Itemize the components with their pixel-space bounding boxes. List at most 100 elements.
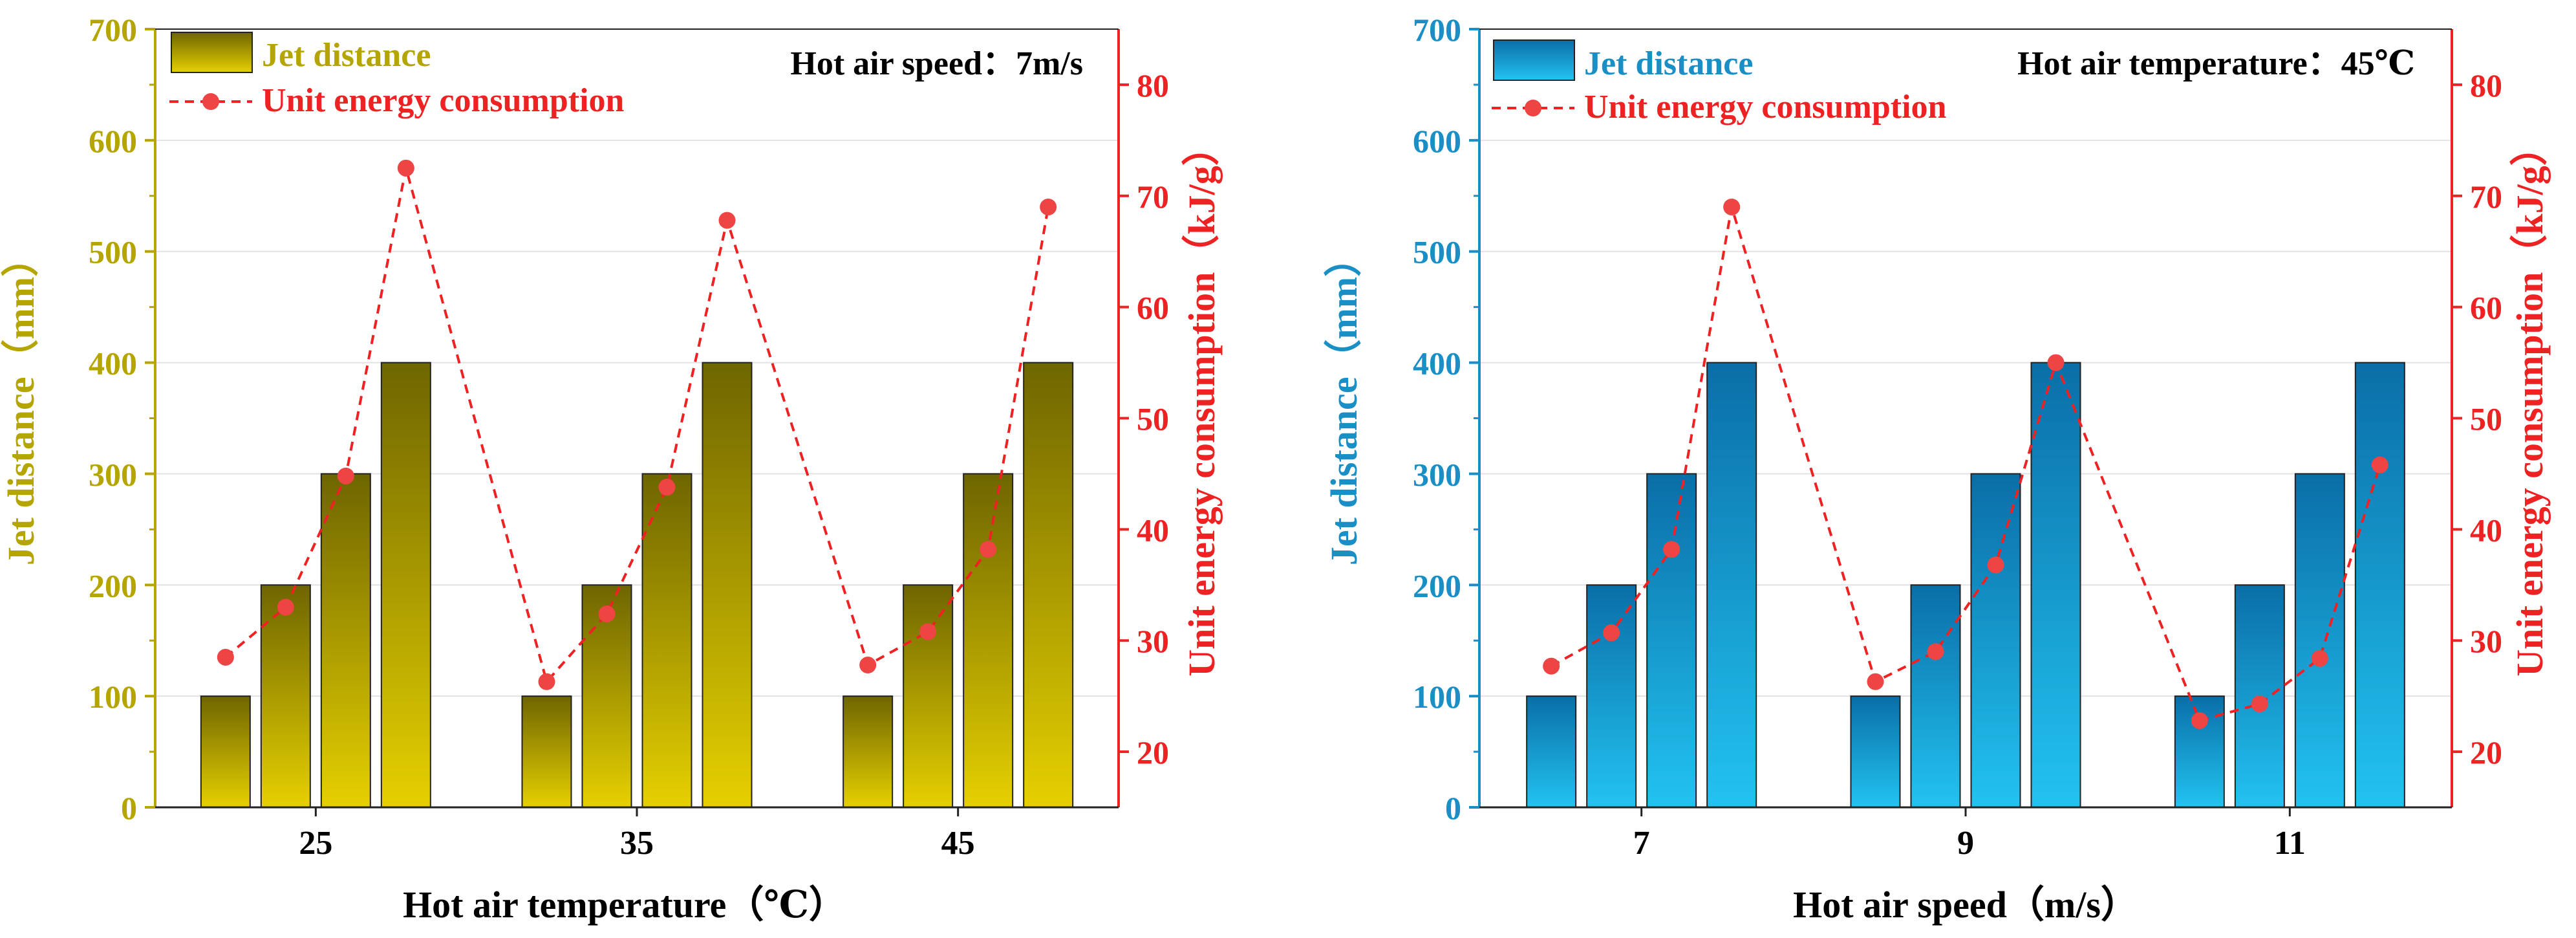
- bar-35-1: [521, 695, 572, 808]
- chart-left-xlabel: Hot air temperature（℃）: [403, 884, 846, 926]
- energy-point: [397, 159, 414, 177]
- y2-tick-label: 20: [1137, 734, 1169, 770]
- bar-9-4: [2030, 362, 2081, 808]
- energy-point: [1987, 556, 2004, 574]
- y-tick-label: 400: [1413, 345, 1461, 382]
- y2-tick-label: 30: [1137, 623, 1169, 659]
- legend-label-energy: Unit energy consumption: [262, 82, 625, 119]
- energy-point: [658, 479, 676, 496]
- y2-tick-label: 80: [1137, 67, 1169, 104]
- chart-right-xlabel: Hot air speed（m/s）: [1793, 884, 2138, 926]
- x-tick-label: 35: [620, 825, 654, 862]
- energy-point: [1867, 673, 1884, 690]
- energy-point: [598, 605, 616, 622]
- chart-right-bars: [1526, 362, 2405, 808]
- bar-45-4: [1023, 362, 1074, 808]
- y-tick-label: 200: [1413, 567, 1461, 604]
- energy-point: [2311, 649, 2328, 667]
- energy-point: [277, 598, 294, 616]
- bar-9-2: [1910, 584, 1961, 808]
- y-tick-label: 100: [1413, 679, 1461, 715]
- chart-right-annotation: Hot air temperature：45℃: [2017, 45, 2415, 82]
- legend-marker-energy: [1525, 100, 1541, 116]
- bar-45-3: [963, 473, 1014, 808]
- chart-right-ylabel: Jet distance（mm）: [1323, 239, 1365, 565]
- energy-line: [224, 168, 1050, 684]
- legend-swatch-jet-distance: [171, 32, 253, 73]
- energy-point: [1723, 198, 1741, 215]
- y-tick-label: 700: [1413, 12, 1461, 48]
- energy-point: [538, 673, 555, 690]
- chart-right: 0 100 200 300 400 500 600 700 20 30 40 50 60 70 80 7 9 11…: [1323, 12, 2551, 926]
- energy-point: [2191, 712, 2208, 729]
- chart-right-ticks: 0 100 200 300 400 500 600 700 20 30 40 50 60 70 80 7 9 11: [1413, 12, 2502, 862]
- bar-9-3: [1970, 473, 2021, 808]
- chart-left-legend: Jet distance Unit energy consumption: [169, 32, 625, 119]
- energy-point: [859, 657, 877, 674]
- bar-35-3: [641, 473, 692, 808]
- energy-point: [718, 212, 736, 229]
- bar-7-2: [1586, 584, 1637, 808]
- x-tick-label: 9: [1957, 825, 1974, 862]
- chart-left-bars: [200, 362, 1074, 808]
- energy-point: [1603, 624, 1620, 642]
- chart-left-ylabel: Jet distance（mm）: [0, 239, 42, 565]
- y2-tick-label: 80: [2470, 67, 2502, 104]
- y2-tick-label: 70: [2470, 179, 2502, 215]
- chart-left: 0 100 200 300 400 500 600 700 20 30 40 50 60 70 80 25 35…: [0, 12, 1223, 926]
- energy-point: [2047, 354, 2065, 371]
- chart-left-y2label: Unit energy consumption（kJ/g）: [1181, 128, 1223, 677]
- energy-point: [1543, 657, 1560, 675]
- y2-tick-label: 50: [1137, 401, 1169, 437]
- y2-tick-label: 50: [2470, 401, 2502, 437]
- energy-point: [1040, 198, 1057, 215]
- chart-left-ticks: 0 100 200 300 400 500 600 700 20 30 40 50 60 70 80 25 35…: [89, 12, 1169, 862]
- y-tick-label: 400: [89, 345, 137, 382]
- x-tick-label: 7: [1633, 825, 1650, 862]
- x-tick-label: 11: [2274, 825, 2306, 862]
- legend-label-jet-distance: Jet distance: [262, 37, 431, 74]
- bar-11-3: [2294, 473, 2345, 808]
- y-tick-label: 0: [121, 790, 137, 826]
- bar-11-4: [2354, 362, 2405, 808]
- chart-right-line: [1543, 198, 2388, 729]
- y2-tick-label: 20: [2470, 734, 2502, 770]
- legend-label-jet-distance: Jet distance: [1584, 45, 1753, 82]
- y-tick-label: 600: [1413, 123, 1461, 159]
- bar-25-1: [200, 695, 251, 808]
- y2-tick-label: 60: [2470, 290, 2502, 326]
- energy-point: [980, 541, 997, 558]
- energy-point: [919, 623, 937, 640]
- y2-tick-label: 60: [1137, 290, 1169, 326]
- y-tick-label: 300: [1413, 456, 1461, 492]
- bar-25-4: [380, 362, 431, 808]
- bar-45-2: [903, 584, 954, 808]
- y-tick-label: 700: [89, 12, 137, 48]
- y-tick-label: 0: [1445, 790, 1461, 826]
- y2-tick-label: 30: [2470, 623, 2502, 659]
- energy-line: [1551, 206, 2381, 723]
- energy-point: [2371, 456, 2388, 474]
- y-tick-label: 500: [1413, 234, 1461, 270]
- bar-25-3: [320, 473, 371, 808]
- y-tick-label: 300: [89, 456, 137, 492]
- bar-7-1: [1526, 695, 1577, 808]
- y2-tick-label: 70: [1137, 179, 1169, 215]
- energy-point: [1663, 541, 1680, 558]
- energy-point: [1927, 643, 1944, 660]
- legend-label-energy: Unit energy consumption: [1584, 89, 1947, 125]
- chart-right-legend: Jet distance Unit energy consumption: [1492, 39, 1947, 125]
- y-tick-label: 100: [89, 679, 137, 715]
- x-tick-label: 25: [299, 825, 332, 862]
- y2-tick-label: 40: [2470, 512, 2502, 548]
- legend-swatch-jet-distance: [1493, 39, 1575, 81]
- bar-45-1: [843, 695, 894, 808]
- y2-tick-label: 40: [1137, 512, 1169, 548]
- bar-9-1: [1850, 695, 1901, 808]
- bar-25-2: [260, 584, 311, 808]
- x-tick-label: 45: [941, 825, 975, 862]
- legend-marker-energy: [202, 93, 219, 110]
- y-tick-label: 500: [89, 234, 137, 270]
- energy-point: [2251, 695, 2268, 713]
